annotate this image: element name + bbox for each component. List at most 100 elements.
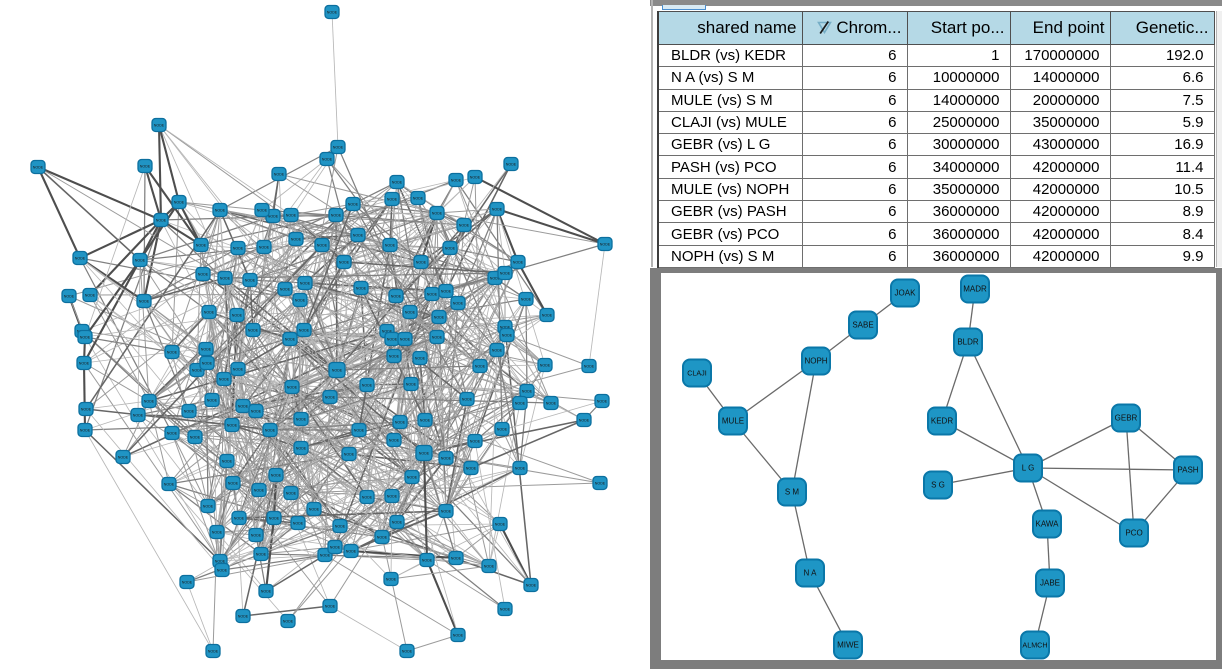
svg-text:NODE: NODE bbox=[238, 614, 249, 618]
svg-text:NODE: NODE bbox=[295, 298, 306, 302]
svg-text:NODE: NODE bbox=[470, 175, 481, 179]
svg-text:NODE: NODE bbox=[140, 164, 151, 168]
svg-text:NODE: NODE bbox=[184, 409, 195, 413]
svg-text:NODE: NODE bbox=[144, 399, 155, 403]
svg-text:NODE: NODE bbox=[419, 451, 430, 455]
svg-text:NODE: NODE bbox=[490, 276, 501, 280]
svg-text:NODE: NODE bbox=[451, 178, 462, 182]
svg-text:NODE: NODE bbox=[402, 649, 413, 653]
svg-text:NODE: NODE bbox=[202, 361, 213, 365]
svg-text:NODE: NODE bbox=[413, 196, 424, 200]
svg-text:NODE: NODE bbox=[238, 404, 249, 408]
svg-text:NODE: NODE bbox=[330, 545, 341, 549]
svg-text:NODE: NODE bbox=[212, 530, 223, 534]
svg-text:NODE: NODE bbox=[227, 423, 238, 427]
svg-text:NODE: NODE bbox=[579, 418, 590, 422]
svg-text:NODE: NODE bbox=[287, 385, 298, 389]
svg-text:BLDR: BLDR bbox=[957, 338, 979, 347]
svg-text:NODE: NODE bbox=[540, 363, 551, 367]
svg-text:NODE: NODE bbox=[80, 335, 91, 339]
svg-text:NODE: NODE bbox=[513, 260, 524, 264]
svg-text:PASH: PASH bbox=[1177, 466, 1198, 475]
svg-text:NODE: NODE bbox=[248, 328, 259, 332]
svg-text:NODE: NODE bbox=[484, 564, 495, 568]
svg-text:NODE: NODE bbox=[470, 439, 481, 443]
svg-text:NODE: NODE bbox=[522, 389, 533, 393]
svg-text:MADR: MADR bbox=[963, 285, 987, 294]
svg-text:NODE: NODE bbox=[362, 383, 373, 387]
svg-text:NODE: NODE bbox=[291, 237, 302, 241]
svg-text:NODE: NODE bbox=[451, 556, 462, 560]
svg-text:NODE: NODE bbox=[251, 533, 262, 537]
svg-text:NODE: NODE bbox=[500, 607, 511, 611]
svg-text:S M: S M bbox=[785, 488, 800, 497]
svg-text:NODE: NODE bbox=[584, 364, 595, 368]
svg-text:NODE: NODE bbox=[320, 553, 331, 557]
svg-text:NODE: NODE bbox=[506, 162, 517, 166]
svg-text:NODE: NODE bbox=[405, 310, 416, 314]
svg-text:NODE: NODE bbox=[257, 208, 268, 212]
svg-text:NODE: NODE bbox=[546, 401, 557, 405]
svg-text:NODE: NODE bbox=[296, 446, 307, 450]
svg-text:NODE: NODE bbox=[332, 368, 343, 372]
svg-text:NODE: NODE bbox=[64, 294, 75, 298]
svg-text:MIWE: MIWE bbox=[837, 641, 859, 650]
svg-text:KEDR: KEDR bbox=[931, 417, 953, 426]
svg-text:GEBR: GEBR bbox=[1115, 414, 1138, 423]
svg-text:NODE: NODE bbox=[201, 347, 212, 351]
svg-text:NODE: NODE bbox=[207, 398, 218, 402]
svg-text:NODE: NODE bbox=[156, 218, 167, 222]
svg-text:NODE: NODE bbox=[80, 428, 91, 432]
svg-text:NODE: NODE bbox=[286, 491, 297, 495]
svg-text:NODE: NODE bbox=[386, 577, 397, 581]
svg-text:KAWA: KAWA bbox=[1036, 520, 1060, 529]
svg-text:NODE: NODE bbox=[441, 509, 452, 513]
svg-text:NODE: NODE bbox=[222, 459, 233, 463]
svg-text:NODE: NODE bbox=[203, 504, 214, 508]
svg-text:NODE: NODE bbox=[597, 399, 608, 403]
svg-text:CLAJI: CLAJI bbox=[687, 369, 707, 378]
svg-text:NODE: NODE bbox=[497, 427, 508, 431]
svg-text:NODE: NODE bbox=[521, 297, 532, 301]
svg-text:NODE: NODE bbox=[348, 202, 359, 206]
svg-text:NODE: NODE bbox=[492, 207, 503, 211]
svg-text:NODE: NODE bbox=[274, 172, 285, 176]
svg-text:NODE: NODE bbox=[182, 580, 193, 584]
svg-text:NODE: NODE bbox=[293, 521, 304, 525]
svg-text:NODE: NODE bbox=[500, 325, 511, 329]
svg-text:NODE: NODE bbox=[526, 583, 537, 587]
svg-text:NODE: NODE bbox=[407, 475, 418, 479]
svg-text:NODE: NODE bbox=[459, 223, 470, 227]
svg-text:NODE: NODE bbox=[228, 481, 239, 485]
svg-text:NODE: NODE bbox=[420, 418, 431, 422]
svg-text:NODE: NODE bbox=[453, 633, 464, 637]
svg-text:NODE: NODE bbox=[502, 333, 513, 337]
svg-text:ALMCH: ALMCH bbox=[1022, 641, 1047, 650]
svg-text:NODE: NODE bbox=[542, 313, 553, 317]
svg-text:NODE: NODE bbox=[515, 401, 526, 405]
svg-text:NODE: NODE bbox=[271, 473, 282, 477]
svg-text:NODE: NODE bbox=[427, 292, 438, 296]
svg-text:NODE: NODE bbox=[600, 242, 611, 246]
svg-text:NODE: NODE bbox=[139, 299, 150, 303]
svg-text:NODE: NODE bbox=[492, 348, 503, 352]
svg-text:NODE: NODE bbox=[333, 145, 344, 149]
svg-text:NODE: NODE bbox=[387, 494, 398, 498]
svg-text:NODE: NODE bbox=[335, 524, 346, 528]
svg-text:NODE: NODE bbox=[385, 243, 396, 247]
svg-text:NODE: NODE bbox=[356, 286, 367, 290]
svg-text:NODE: NODE bbox=[280, 287, 291, 291]
svg-text:NODE: NODE bbox=[167, 431, 178, 435]
svg-text:NODE: NODE bbox=[233, 246, 244, 250]
svg-text:NODE: NODE bbox=[85, 293, 96, 297]
svg-text:NODE: NODE bbox=[196, 243, 207, 247]
svg-text:NODE: NODE bbox=[204, 310, 215, 314]
svg-text:NODE: NODE bbox=[285, 337, 296, 341]
svg-text:NODE: NODE bbox=[389, 354, 400, 358]
svg-text:NODE: NODE bbox=[309, 507, 320, 511]
svg-text:NODE: NODE bbox=[154, 123, 165, 127]
svg-text:NODE: NODE bbox=[269, 516, 280, 520]
svg-text:NODE: NODE bbox=[174, 200, 185, 204]
svg-text:NODE: NODE bbox=[595, 481, 606, 485]
svg-text:NODE: NODE bbox=[79, 361, 90, 365]
